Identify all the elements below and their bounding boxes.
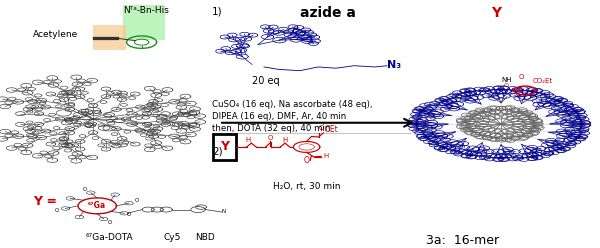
Text: O: O bbox=[107, 220, 112, 225]
Text: Cy5: Cy5 bbox=[163, 233, 181, 242]
Text: O: O bbox=[268, 134, 272, 141]
Text: then, DOTA (32 eq), 40 min: then, DOTA (32 eq), 40 min bbox=[212, 124, 330, 133]
Bar bbox=[93, 25, 126, 50]
Text: Nᵀᵃ-Bn-His: Nᵀᵃ-Bn-His bbox=[123, 6, 169, 15]
Text: Acetylene: Acetylene bbox=[33, 30, 78, 39]
Text: OEt: OEt bbox=[325, 125, 338, 134]
Text: N: N bbox=[221, 209, 225, 214]
Text: ⁶⁷Ga: ⁶⁷Ga bbox=[88, 201, 106, 210]
Text: O: O bbox=[83, 187, 87, 192]
Text: O: O bbox=[504, 83, 509, 88]
Text: N: N bbox=[516, 87, 521, 93]
Text: 2): 2) bbox=[212, 146, 223, 156]
Text: H₂O, rt, 30 min: H₂O, rt, 30 min bbox=[273, 182, 341, 191]
Text: O: O bbox=[304, 156, 310, 165]
Text: H: H bbox=[245, 137, 250, 144]
Text: NH: NH bbox=[501, 77, 511, 83]
Text: H: H bbox=[323, 153, 329, 159]
Text: ⁶⁷Ga-DOTA: ⁶⁷Ga-DOTA bbox=[86, 233, 133, 242]
Text: DIPEA (16 eq), DMF, Ar, 40 min: DIPEA (16 eq), DMF, Ar, 40 min bbox=[212, 112, 346, 121]
Text: azide a: azide a bbox=[300, 6, 356, 20]
Text: Y: Y bbox=[220, 140, 229, 154]
Text: O: O bbox=[135, 198, 139, 203]
Text: 1): 1) bbox=[212, 6, 223, 16]
Text: N₃: N₃ bbox=[387, 60, 401, 69]
Text: CO₂Et: CO₂Et bbox=[533, 78, 553, 84]
Text: Y: Y bbox=[491, 6, 501, 20]
Text: CuSO₄ (16 eq), Na ascorbate (48 eq),: CuSO₄ (16 eq), Na ascorbate (48 eq), bbox=[212, 100, 372, 109]
Text: O: O bbox=[319, 124, 323, 131]
Text: 20 eq: 20 eq bbox=[252, 76, 280, 86]
Text: 3a:  16-mer: 3a: 16-mer bbox=[426, 234, 499, 247]
Text: O: O bbox=[126, 212, 131, 217]
Bar bbox=[123, 5, 165, 40]
Text: H: H bbox=[283, 137, 287, 144]
Text: Y =: Y = bbox=[33, 195, 57, 208]
Bar bbox=[213, 134, 236, 160]
Text: NBD: NBD bbox=[196, 233, 215, 242]
Text: O: O bbox=[519, 74, 524, 80]
Text: O: O bbox=[55, 209, 59, 214]
